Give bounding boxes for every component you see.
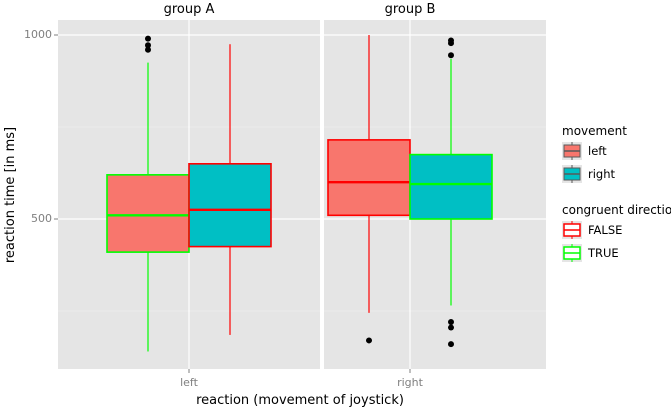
y-tick-label: 500 <box>31 212 52 225</box>
legend-label-true: TRUE <box>587 246 619 260</box>
outlier-point <box>448 341 454 348</box>
x-axis-title: reaction (movement of joystick) <box>196 393 404 408</box>
outlier-point <box>448 52 454 59</box>
box-group-a-right <box>188 44 272 335</box>
outlier-point <box>448 324 454 331</box>
legend-key-false <box>562 221 582 239</box>
box-iqr <box>327 139 411 217</box>
outlier-point <box>145 46 151 53</box>
box-iqr <box>409 153 493 220</box>
outlier-point <box>145 35 151 42</box>
legend-key-true <box>562 244 582 262</box>
legend: movement left right congruent direction … <box>562 124 671 262</box>
x-tick-label-right: right <box>397 376 424 389</box>
legend-title-congruent: congruent direction <box>562 203 671 217</box>
legend-label-left: left <box>588 144 607 158</box>
x-tick-label-left: left <box>180 376 199 389</box>
outlier-point <box>448 319 454 326</box>
box-iqr <box>106 174 190 253</box>
box-group-b-right <box>409 37 493 348</box>
y-axis-title: reaction time [in ms] <box>3 127 18 263</box>
outlier-point <box>366 337 372 344</box>
facet-label-a: group A <box>164 2 215 17</box>
box-group-b-left <box>327 35 411 344</box>
legend-label-right: right <box>588 167 616 181</box>
legend-key-right <box>562 165 582 183</box>
box-group-a-left <box>106 35 190 352</box>
boxes-layer <box>106 35 493 352</box>
legend-key-left <box>562 142 582 160</box>
outlier-point <box>448 40 454 47</box>
legend-title-movement: movement <box>562 124 627 138</box>
box-iqr <box>188 163 272 248</box>
legend-label-false: FALSE <box>588 223 622 237</box>
facet-label-b: group B <box>385 2 436 17</box>
y-tick-label: 1000 <box>24 28 52 41</box>
outlier-point <box>145 42 151 49</box>
